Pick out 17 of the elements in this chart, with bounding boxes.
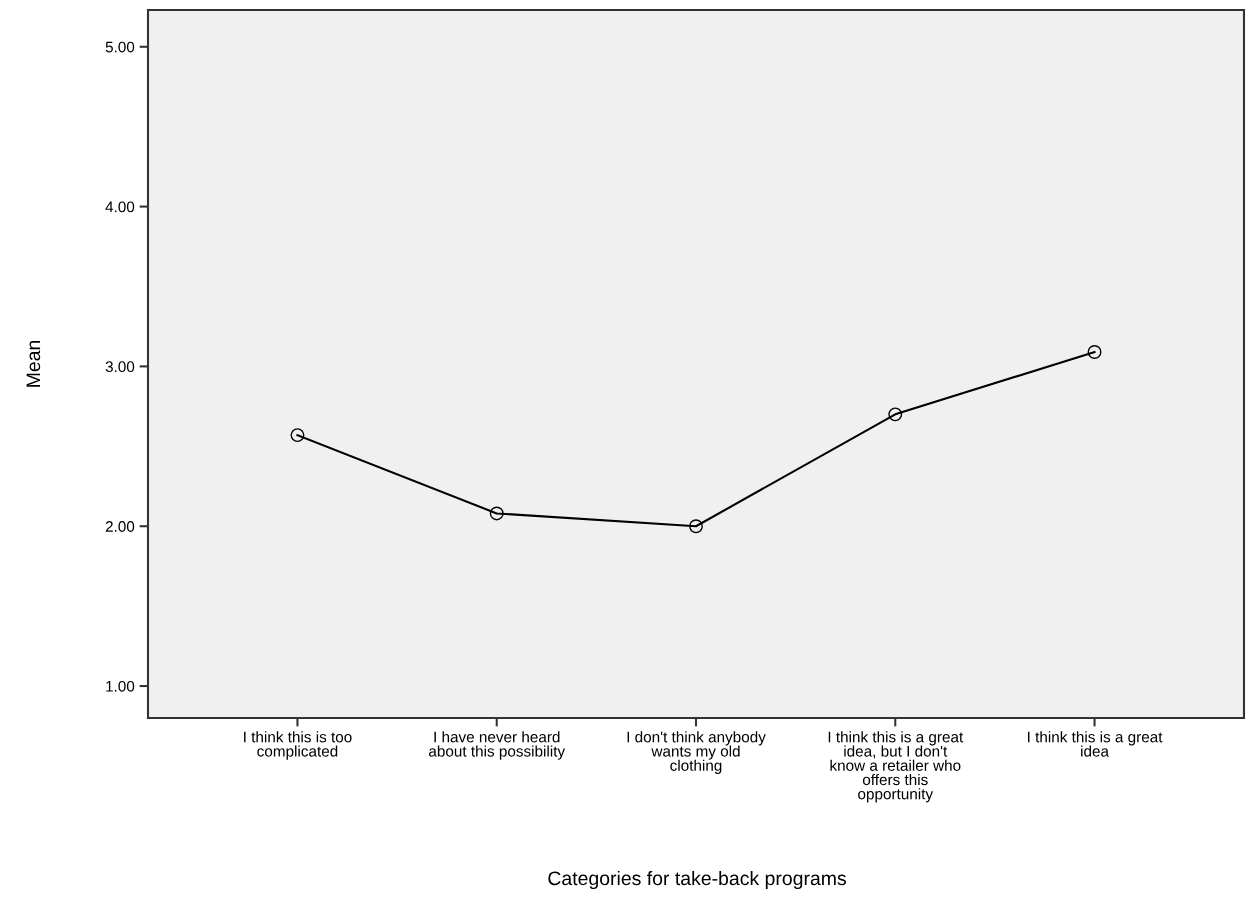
x-axis-title: Categories for take-back programs: [548, 870, 846, 890]
x-tick-label: I think this is too complicated: [244, 731, 352, 760]
x-tick-label: I don't think anybody wants my old clothing: [627, 731, 766, 774]
point: [689, 519, 703, 534]
y-tick-label: 1.00: [106, 680, 135, 692]
y-tick-label: 2.00: [105, 521, 135, 532]
point: [290, 428, 305, 443]
y-tick-label: 5.00: [105, 41, 135, 53]
y-tick-label: 4.00: [105, 201, 135, 213]
x-tick-label: I think this is a great idea, but I don't know a retailer who offers this opportunity: [828, 731, 964, 803]
y-tick-label: 3.00: [105, 361, 135, 373]
point: [489, 506, 504, 521]
x-tick-label: I have never heard about this possibility: [429, 731, 566, 760]
x-tick-label: I think this is a great idea: [1028, 731, 1163, 757]
point: [888, 407, 903, 422]
y-axis-title: Mean: [26, 340, 41, 387]
point: [1087, 345, 1102, 359]
